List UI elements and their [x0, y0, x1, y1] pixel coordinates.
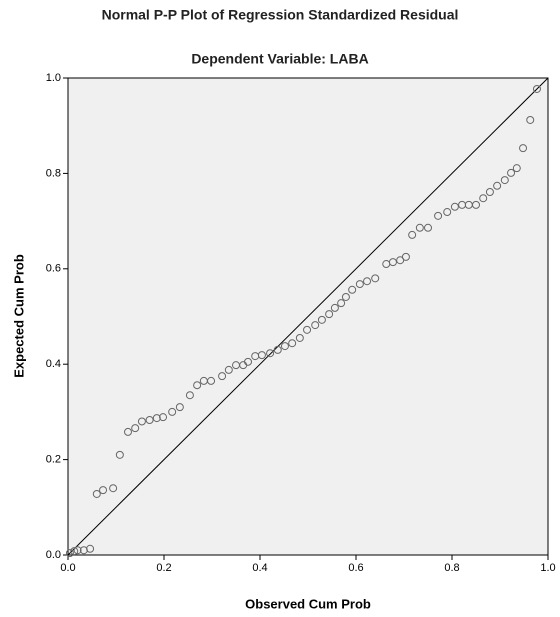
- point: [65, 549, 74, 558]
- point: [396, 256, 405, 265]
- point: [99, 486, 108, 495]
- point: [288, 339, 297, 348]
- x-tick-label: 0.6: [348, 562, 363, 574]
- point: [311, 321, 320, 330]
- point: [70, 547, 79, 556]
- point: [152, 414, 161, 423]
- point: [532, 84, 541, 93]
- point: [330, 303, 339, 312]
- point: [434, 211, 443, 220]
- point: [401, 252, 410, 261]
- point: [92, 489, 101, 498]
- point: [266, 349, 275, 358]
- chart-subtitle: Dependent Variable: LABA: [191, 51, 368, 67]
- point: [424, 223, 432, 232]
- point: [224, 365, 233, 374]
- y-tick-label: 0.2: [46, 454, 61, 466]
- point: [325, 310, 334, 319]
- point: [450, 202, 459, 211]
- point: [493, 181, 502, 190]
- point: [115, 450, 124, 459]
- point: [168, 407, 177, 416]
- point: [348, 285, 357, 294]
- point: [280, 342, 289, 351]
- point: [185, 391, 194, 400]
- x-tick-label: 0.0: [60, 562, 75, 574]
- point: [145, 416, 154, 425]
- point: [303, 325, 312, 334]
- point: [415, 223, 424, 232]
- point: [159, 413, 168, 422]
- point: [371, 274, 380, 283]
- point: [131, 424, 140, 433]
- point: [341, 292, 350, 301]
- point: [388, 258, 397, 267]
- point: [485, 188, 494, 197]
- point: [519, 144, 528, 153]
- reference-line: [67, 77, 549, 556]
- point: [512, 164, 521, 173]
- y-tick-label: 0.4: [46, 358, 61, 370]
- point: [408, 230, 417, 239]
- point: [86, 544, 95, 553]
- x-tick-label: 0.4: [252, 562, 267, 574]
- point: [443, 208, 452, 217]
- point: [79, 546, 88, 555]
- x-tick-label: 0.8: [444, 562, 459, 574]
- point: [218, 372, 227, 381]
- point: [526, 115, 535, 124]
- y-axis-label: Expected Cum Prob: [11, 254, 26, 378]
- x-tick-label: 1.0: [540, 562, 555, 574]
- point: [207, 376, 216, 385]
- y-tick-label: 0.6: [46, 263, 61, 275]
- chart-title: Normal P-P Plot of Regression Standardiz…: [102, 7, 459, 23]
- point: [472, 200, 480, 209]
- point: [317, 315, 326, 324]
- point: [479, 194, 488, 203]
- y-tick-label: 0.0: [46, 549, 61, 561]
- y-tick-label: 0.8: [46, 167, 61, 179]
- x-tick-label: 0.2: [156, 562, 171, 574]
- point: [295, 333, 304, 342]
- point: [193, 381, 202, 390]
- point: [124, 427, 132, 436]
- y-tick-label: 1.0: [46, 72, 61, 84]
- point: [500, 176, 509, 185]
- point: [273, 345, 282, 354]
- point: [175, 403, 184, 412]
- point: [507, 168, 516, 177]
- x-axis-label: Observed Cum Prob: [245, 596, 371, 611]
- point: [355, 280, 364, 289]
- point: [137, 417, 146, 426]
- point: [244, 357, 252, 366]
- point: [363, 277, 372, 286]
- point: [257, 351, 266, 360]
- point: [109, 484, 118, 493]
- point: [73, 546, 82, 555]
- point: [337, 299, 346, 308]
